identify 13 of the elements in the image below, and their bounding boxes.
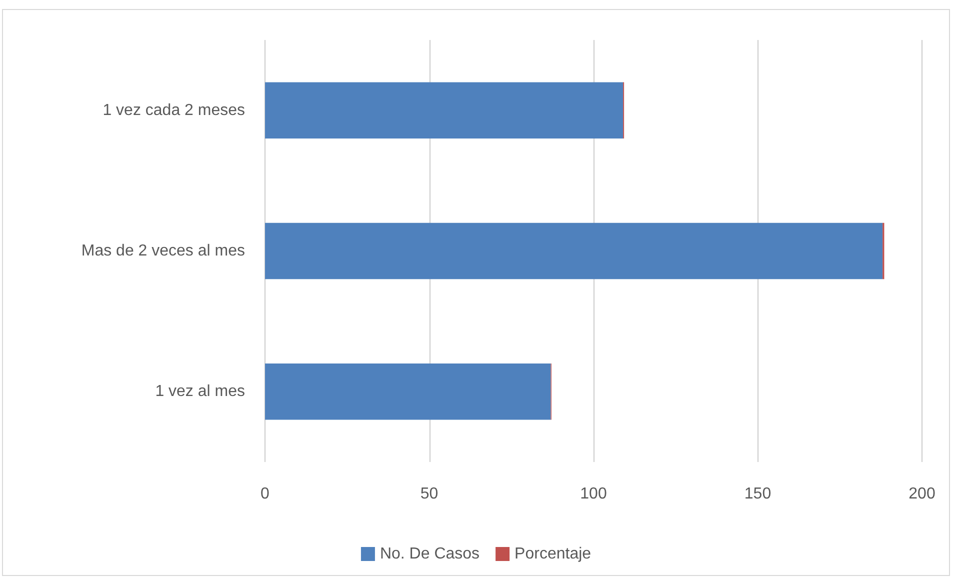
legend-label: No. De Casos xyxy=(380,546,480,562)
bar xyxy=(265,222,883,280)
x-tick-label: 200 xyxy=(908,486,936,502)
y-tick-label: Mas de 2 veces al mes xyxy=(81,242,245,260)
bar xyxy=(265,364,551,420)
y-tick-label: 1 vez al mes xyxy=(155,383,245,400)
bar xyxy=(265,82,624,138)
y-tick-label: 1 vez cada 2 meses xyxy=(102,102,245,119)
x-tick-label: 0 xyxy=(260,486,270,502)
x-tick-label: 100 xyxy=(580,486,607,502)
legend-label: Porcentaje xyxy=(514,546,592,562)
x-tick-label: 50 xyxy=(420,486,438,502)
x-tick-label: 150 xyxy=(744,486,772,502)
